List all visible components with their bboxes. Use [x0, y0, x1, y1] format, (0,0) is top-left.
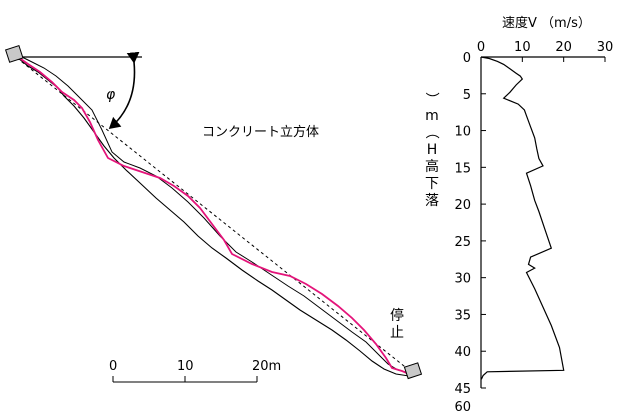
trajectory-line [17, 56, 410, 375]
y-label-char: ） [423, 92, 439, 106]
y-label-char: 高 [425, 158, 439, 175]
end-block [403, 362, 423, 380]
x-tick-label: 10 [514, 40, 531, 55]
chart-title: 速度V （m/s） [502, 15, 591, 31]
x-tick-label: 30 [597, 40, 614, 55]
y-label-char: 落 [425, 193, 439, 209]
y-label-char: （ [423, 125, 439, 139]
angle-arc [108, 51, 140, 130]
start-block [4, 44, 24, 63]
y-tick-label: 0 [463, 51, 471, 66]
x-axis: 0 10 20 30 [477, 40, 613, 62]
stop-label-char-1: 停 [390, 307, 404, 324]
velocity-series-line [480, 56, 565, 380]
y-tick-label: 25 [454, 235, 471, 250]
y-tick-label: 40 [454, 345, 471, 360]
y-tick-label: 5 [463, 88, 471, 103]
y-tick-label: 30 [454, 272, 471, 287]
slope-surface-line [17, 57, 410, 377]
scale-bar-label-20: 20m [252, 359, 281, 374]
slope-diagram: φ コンクリート立方体 停 止 [4, 44, 423, 380]
x-tick-label: 20 [555, 40, 572, 55]
y-tick-label: 15 [454, 161, 471, 176]
y-axis: 0 5 10 15 20 25 30 35 40 45 60 [454, 51, 486, 414]
scale-bar: 0 10 20m [109, 359, 281, 383]
y-tick-label: 45 [454, 382, 471, 397]
angle-label: φ [106, 87, 116, 103]
scale-bar-label-0: 0 [109, 359, 117, 374]
y-label-char: 下 [425, 176, 439, 192]
slope-surface-line-secondary [19, 55, 410, 374]
y-label-char: H [427, 142, 438, 158]
y-tick-label: 10 [454, 125, 471, 140]
y-tick-label: 20 [454, 198, 471, 213]
y-tick-label: 35 [454, 308, 471, 323]
material-label: コンクリート立方体 [202, 124, 319, 140]
x-tick-label: 0 [477, 40, 485, 55]
y-label-char: m [425, 108, 439, 124]
scale-bar-label-10: 10 [177, 359, 194, 374]
dashed-chord-line [16, 57, 410, 371]
stop-label-char-2: 止 [390, 325, 404, 341]
y-tick-label: 60 [454, 400, 471, 414]
